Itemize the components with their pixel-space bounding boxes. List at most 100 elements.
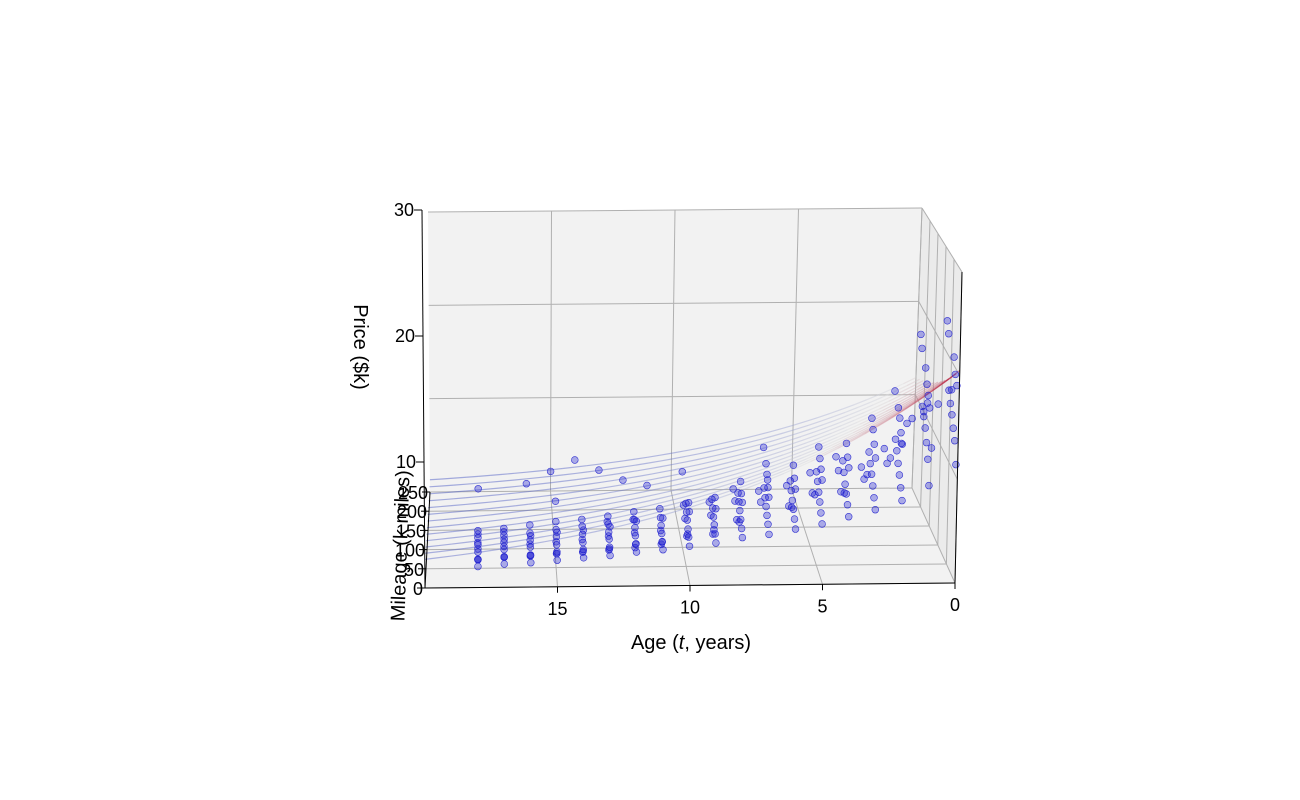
data-point: [762, 502, 770, 511]
data-point: [842, 490, 850, 498]
surface-line: [911, 389, 926, 399]
right-axis-line: [954, 271, 963, 584]
surface-line: [757, 478, 771, 485]
surface-line: [676, 466, 689, 470]
surface-line: [540, 500, 554, 504]
data-point: [843, 453, 852, 461]
surface-line: [465, 489, 479, 492]
surface-line: [539, 488, 553, 491]
surface-line: [490, 500, 504, 503]
surface-line: [478, 481, 491, 484]
surface-line: [595, 518, 609, 523]
data-point: [897, 429, 905, 437]
surface-line: [825, 422, 839, 429]
surface-line: [592, 503, 606, 508]
x-axis-label: Age (t, years): [631, 632, 751, 654]
surface-line: [915, 389, 929, 399]
surface-line: [588, 475, 601, 479]
surface-line: [816, 445, 830, 453]
surface-line: [757, 458, 771, 464]
surface-line: [516, 532, 531, 537]
surface-line: [654, 481, 667, 486]
data-point: [896, 414, 904, 422]
surface-line: [684, 488, 698, 494]
surface-line: [618, 498, 632, 503]
surface-line: [761, 464, 776, 471]
surface-line: [552, 492, 566, 496]
surface-line: [647, 506, 662, 512]
surface-line: [591, 492, 604, 497]
surface-line: [439, 524, 453, 528]
surface-line: [642, 488, 656, 493]
surface-line: [490, 530, 504, 534]
surface-line: [550, 467, 563, 471]
surface-line: [879, 402, 893, 410]
surface-line: [693, 477, 707, 482]
grid-line-x-back: [550, 210, 552, 492]
surface-line: [711, 453, 725, 458]
surface-line: [733, 470, 748, 476]
surface-line: [715, 462, 729, 467]
data-point: [908, 414, 916, 423]
surface-line: [792, 421, 806, 426]
data-point: [632, 548, 641, 556]
surface-line: [743, 483, 758, 490]
surface-line: [686, 458, 700, 463]
surface-line: [770, 454, 784, 460]
surface-line: [875, 411, 890, 420]
data-point: [815, 443, 823, 451]
surface-line: [763, 467, 778, 474]
surface-line: [901, 387, 915, 396]
surface-line: [478, 474, 491, 477]
surface-line: [704, 469, 718, 474]
surface-line: [793, 442, 807, 448]
surface-line: [856, 415, 871, 423]
surface-line: [925, 385, 940, 396]
data-point: [943, 317, 952, 325]
surface-line: [514, 471, 527, 474]
data-point: [685, 542, 694, 550]
data-point: [817, 465, 825, 473]
data-point: [894, 459, 902, 468]
surface-line: [502, 479, 515, 482]
data-point: [685, 507, 693, 516]
surface-line: [805, 452, 820, 460]
surface-line: [748, 469, 763, 475]
data-point: [657, 540, 665, 548]
surface-line: [616, 488, 630, 493]
surface-line: [502, 485, 515, 489]
surface-line: [441, 484, 454, 487]
fitted-surface: [424, 370, 961, 560]
surface-line: [755, 455, 769, 461]
surface-line: [503, 517, 517, 521]
data-point: [789, 461, 798, 469]
surface-line: [504, 540, 518, 544]
surface-line: [868, 419, 883, 428]
surface-line: [872, 398, 886, 406]
grid-line-y-floor: [425, 563, 947, 570]
data-point: [918, 402, 927, 411]
data-point: [791, 485, 800, 493]
surface-line: [881, 390, 895, 398]
surface-line: [589, 481, 602, 485]
surface-line: [577, 489, 591, 493]
surface-line: [891, 408, 906, 419]
data-point: [946, 399, 955, 408]
surface-line: [656, 490, 670, 495]
x-tick-label: 15: [547, 599, 567, 619]
surface-line: [660, 458, 674, 462]
surface-line: [699, 455, 712, 460]
surface-line: [737, 476, 752, 482]
surface-line: [746, 466, 760, 472]
surface-line: [748, 443, 762, 449]
data-point: [474, 538, 482, 547]
surface-line: [666, 478, 680, 483]
surface-line: [744, 462, 758, 468]
surface-line: [637, 467, 651, 472]
side-pane: [912, 208, 962, 583]
data-point: [921, 364, 930, 372]
data-point: [659, 514, 667, 522]
data-point: [711, 493, 719, 502]
grid-line-y-floor: [429, 487, 913, 493]
data-point: [763, 470, 771, 479]
